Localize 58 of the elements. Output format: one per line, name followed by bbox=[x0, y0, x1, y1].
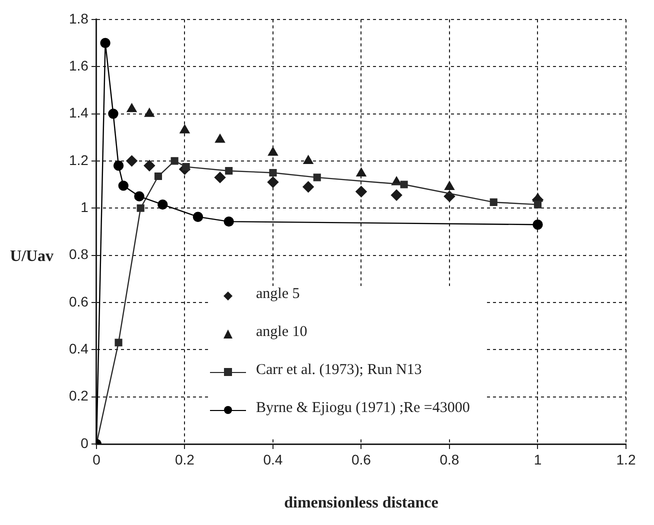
y-axis-title: U/Uav bbox=[10, 248, 54, 266]
x-axis-title: dimensionless distance bbox=[284, 494, 438, 512]
point bbox=[113, 160, 124, 171]
point bbox=[303, 155, 314, 164]
y-tick-label: 1 bbox=[80, 198, 89, 215]
y-tick-label: 1.8 bbox=[68, 10, 89, 26]
point bbox=[214, 172, 226, 184]
point bbox=[144, 108, 154, 117]
point bbox=[126, 103, 137, 112]
point bbox=[269, 168, 277, 177]
point bbox=[224, 216, 234, 227]
point bbox=[180, 124, 190, 134]
x-tick-label: 1.2 bbox=[616, 451, 636, 468]
y-tick-label: 0 bbox=[80, 434, 89, 451]
y-tick-label: 0.4 bbox=[68, 340, 89, 357]
y-tick-label: 1.4 bbox=[68, 104, 89, 121]
x-tick-label: 0.2 bbox=[174, 451, 195, 468]
y-tick-label: 0.2 bbox=[68, 388, 89, 404]
point bbox=[215, 134, 225, 143]
legend-label: Carr et al. (1973); Run N13 bbox=[256, 362, 422, 378]
point bbox=[158, 199, 168, 210]
point bbox=[444, 181, 454, 190]
point bbox=[534, 200, 542, 208]
x-tick-label: 0.4 bbox=[263, 451, 283, 468]
point bbox=[126, 155, 138, 167]
point bbox=[302, 181, 314, 192]
x-tick-label: 0 bbox=[92, 451, 101, 468]
point bbox=[118, 180, 128, 191]
y-tick-label: 0.8 bbox=[68, 246, 89, 262]
x-tick-label: 0.6 bbox=[351, 451, 372, 468]
legend-label: angle 5 bbox=[256, 286, 300, 302]
point bbox=[108, 108, 118, 119]
point bbox=[100, 38, 110, 48]
legend-label: angle 10 bbox=[256, 324, 308, 340]
y-tick-label: 1.2 bbox=[68, 152, 89, 168]
point bbox=[390, 190, 402, 201]
point bbox=[400, 180, 408, 188]
point bbox=[170, 157, 178, 165]
x-tick-label: 1 bbox=[534, 451, 542, 468]
point bbox=[490, 198, 498, 206]
y-tick-label: 0.6 bbox=[68, 293, 89, 310]
point bbox=[267, 176, 279, 188]
point bbox=[313, 174, 321, 182]
point bbox=[136, 204, 144, 212]
point bbox=[225, 167, 233, 175]
point bbox=[356, 186, 367, 198]
point bbox=[532, 220, 543, 230]
x-tick-label: 0.8 bbox=[440, 451, 460, 468]
point bbox=[144, 160, 156, 172]
point bbox=[268, 147, 278, 156]
legend-label: Byrne & Ejiogu (1971) ;Re =43000 bbox=[256, 400, 470, 416]
point bbox=[114, 338, 122, 346]
point bbox=[532, 193, 543, 202]
point bbox=[356, 168, 366, 177]
point bbox=[154, 172, 162, 180]
point bbox=[134, 191, 144, 202]
y-tick-label: 1.6 bbox=[68, 57, 89, 74]
point bbox=[192, 212, 204, 222]
